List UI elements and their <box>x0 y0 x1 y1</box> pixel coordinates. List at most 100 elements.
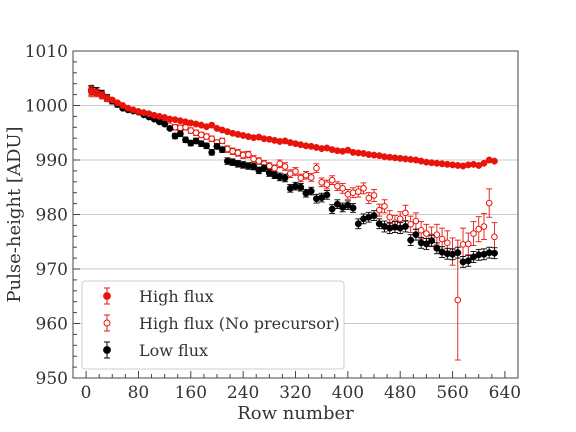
x-axis-label: Row number <box>237 403 354 424</box>
data-point <box>360 185 367 192</box>
legend: High flux High flux (No precursor) Low flu… <box>81 280 345 370</box>
x-tick-label: 640 <box>489 383 521 403</box>
data-point <box>333 200 341 208</box>
data-point <box>402 209 409 217</box>
legend-label: Low flux <box>139 341 208 360</box>
data-point <box>370 192 378 199</box>
x-tick-label: 400 <box>332 383 364 403</box>
data-point <box>177 124 184 132</box>
x-tick-label: 560 <box>436 383 468 403</box>
data-point <box>412 217 420 225</box>
data-point <box>433 244 441 252</box>
data-point <box>401 223 409 230</box>
data-point <box>307 174 315 181</box>
y-tick-label: 960 <box>36 315 68 335</box>
data-point <box>297 183 305 191</box>
x-tick-label: 240 <box>227 383 259 403</box>
y-tick-label: 980 <box>36 206 68 226</box>
data-point <box>313 164 320 172</box>
data-point <box>218 146 226 154</box>
y-axis-label: Pulse-height [ADU] <box>4 126 25 302</box>
data-point <box>355 188 362 195</box>
data-point <box>176 130 184 138</box>
x-tick-label: 80 <box>128 383 150 403</box>
x-tick-label: 480 <box>384 383 416 403</box>
data-point <box>396 215 404 223</box>
legend-label: High flux <box>139 287 214 306</box>
data-point <box>182 136 190 144</box>
data-point <box>480 223 488 230</box>
data-point <box>203 142 210 150</box>
data-point <box>323 191 331 199</box>
legend-marker <box>103 292 111 300</box>
data-point <box>490 249 498 257</box>
data-point <box>182 124 189 131</box>
y-tick-label: 990 <box>36 151 68 171</box>
data-point <box>454 249 462 257</box>
y-tick-label: 970 <box>36 260 68 280</box>
data-point <box>349 204 357 212</box>
y-tick-label: 1000 <box>25 97 68 117</box>
x-tick-label: 160 <box>175 383 207 403</box>
data-point <box>485 199 493 207</box>
data-point <box>161 120 169 128</box>
data-point <box>292 168 299 175</box>
legend-marker <box>103 319 111 327</box>
data-point <box>422 240 430 248</box>
grid-lines <box>73 105 518 324</box>
x-tick-label: 0 <box>81 383 92 403</box>
data-point <box>245 151 252 158</box>
data-point <box>98 91 106 99</box>
legend-entry: Low flux <box>103 341 208 360</box>
legend-label: High flux (No precursor) <box>139 314 340 333</box>
data-point <box>297 174 305 182</box>
data-point <box>412 231 420 239</box>
data-point <box>208 148 216 156</box>
data-point <box>375 206 383 214</box>
data-point <box>491 233 498 241</box>
y-tick-label: 1010 <box>25 42 68 62</box>
legend-box <box>81 280 345 370</box>
data-point <box>271 164 278 172</box>
data-point <box>444 239 451 247</box>
data-series <box>87 84 498 361</box>
data-point <box>260 164 268 172</box>
data-point <box>370 212 378 220</box>
data-point <box>281 174 289 182</box>
data-point <box>349 189 357 196</box>
axis-ticks: 0 80 160 240 320 400 480 560 640 950 960 970 980 990 1… <box>25 42 521 403</box>
data-point <box>323 181 331 188</box>
data-point <box>213 142 221 150</box>
data-point <box>490 157 498 165</box>
legend-marker <box>103 346 111 354</box>
data-point <box>281 163 289 170</box>
data-point <box>454 296 462 304</box>
data-point <box>239 151 247 159</box>
data-point <box>423 230 430 237</box>
x-tick-label: 320 <box>279 383 311 403</box>
data-point <box>250 163 258 170</box>
y-tick-label: 950 <box>36 369 68 389</box>
legend-entry: High flux (No precursor) <box>103 314 340 333</box>
data-point <box>166 124 174 132</box>
data-point <box>386 213 394 221</box>
legend-entry: High flux <box>103 287 214 306</box>
data-point <box>470 230 477 237</box>
data-point <box>381 203 388 210</box>
data-point <box>328 205 336 213</box>
data-point <box>428 237 436 245</box>
data-point <box>433 231 441 238</box>
data-point <box>328 176 336 184</box>
data-point <box>218 137 226 145</box>
data-point <box>307 187 315 195</box>
data-point <box>208 121 216 129</box>
data-point <box>208 135 216 143</box>
data-point <box>475 225 483 233</box>
data-point <box>276 160 284 168</box>
data-point <box>438 235 446 243</box>
data-point <box>459 241 467 248</box>
data-point <box>417 227 425 234</box>
data-point <box>255 157 263 165</box>
data-point <box>339 185 346 192</box>
